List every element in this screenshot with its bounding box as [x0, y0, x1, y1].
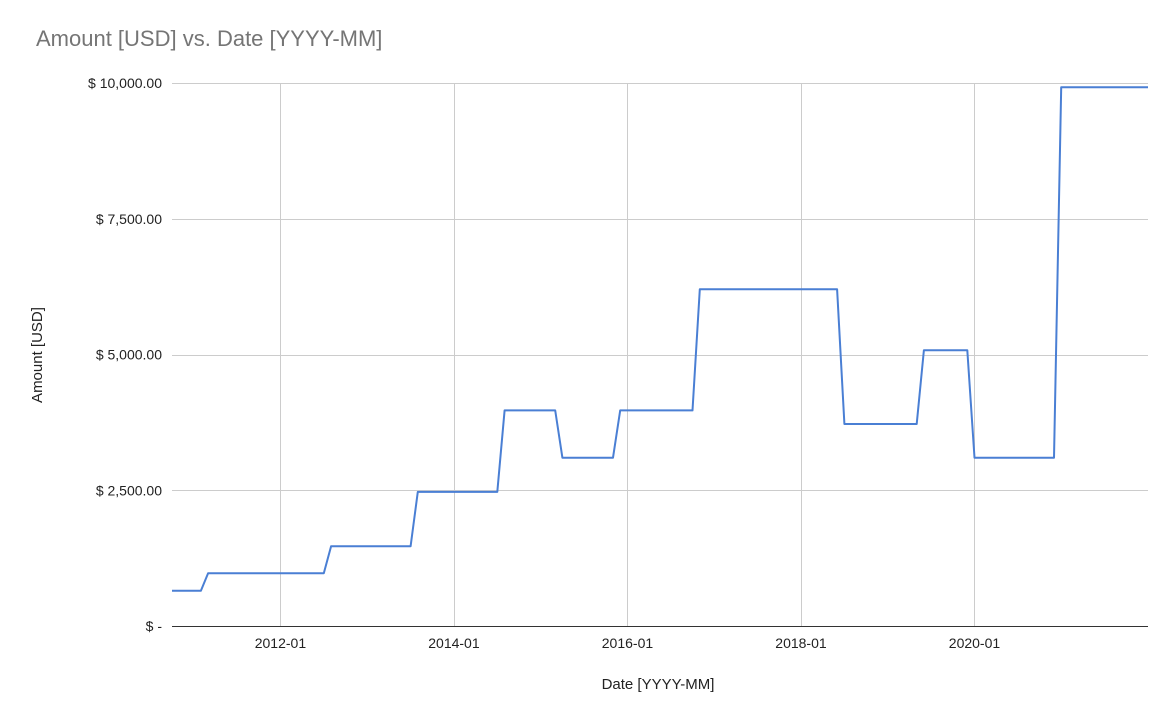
- x-axis-tick-labels: 2012-01 2014-01 2016-01 2018-01 2020-01: [255, 635, 1001, 651]
- y-tick-label: $ 7,500.00: [96, 211, 162, 227]
- y-tick-label: $ -: [146, 618, 163, 634]
- horizontal-gridlines: [172, 83, 1148, 491]
- y-tick-label: $ 10,000.00: [88, 75, 162, 91]
- y-axis-title: Amount [USD]: [29, 307, 46, 403]
- chart-title: Amount [USD] vs. Date [YYYY-MM]: [36, 26, 382, 51]
- vertical-gridlines: [280, 83, 975, 626]
- y-tick-label: $ 5,000.00: [96, 347, 162, 363]
- x-tick-label: 2016-01: [602, 635, 654, 651]
- x-tick-label: 2012-01: [255, 635, 307, 651]
- x-tick-label: 2018-01: [775, 635, 827, 651]
- y-axis-tick-labels: $ - $ 2,500.00 $ 5,000.00 $ 7,500.00 $ 10,00…: [88, 75, 162, 634]
- x-axis-title: Date [YYYY-MM]: [602, 676, 715, 693]
- x-tick-label: 2014-01: [428, 635, 480, 651]
- series-layer: [172, 86, 1148, 592]
- y-tick-label: $ 2,500.00: [96, 482, 162, 498]
- x-tick-label: 2020-01: [949, 635, 1001, 651]
- series-line: [172, 86, 1148, 592]
